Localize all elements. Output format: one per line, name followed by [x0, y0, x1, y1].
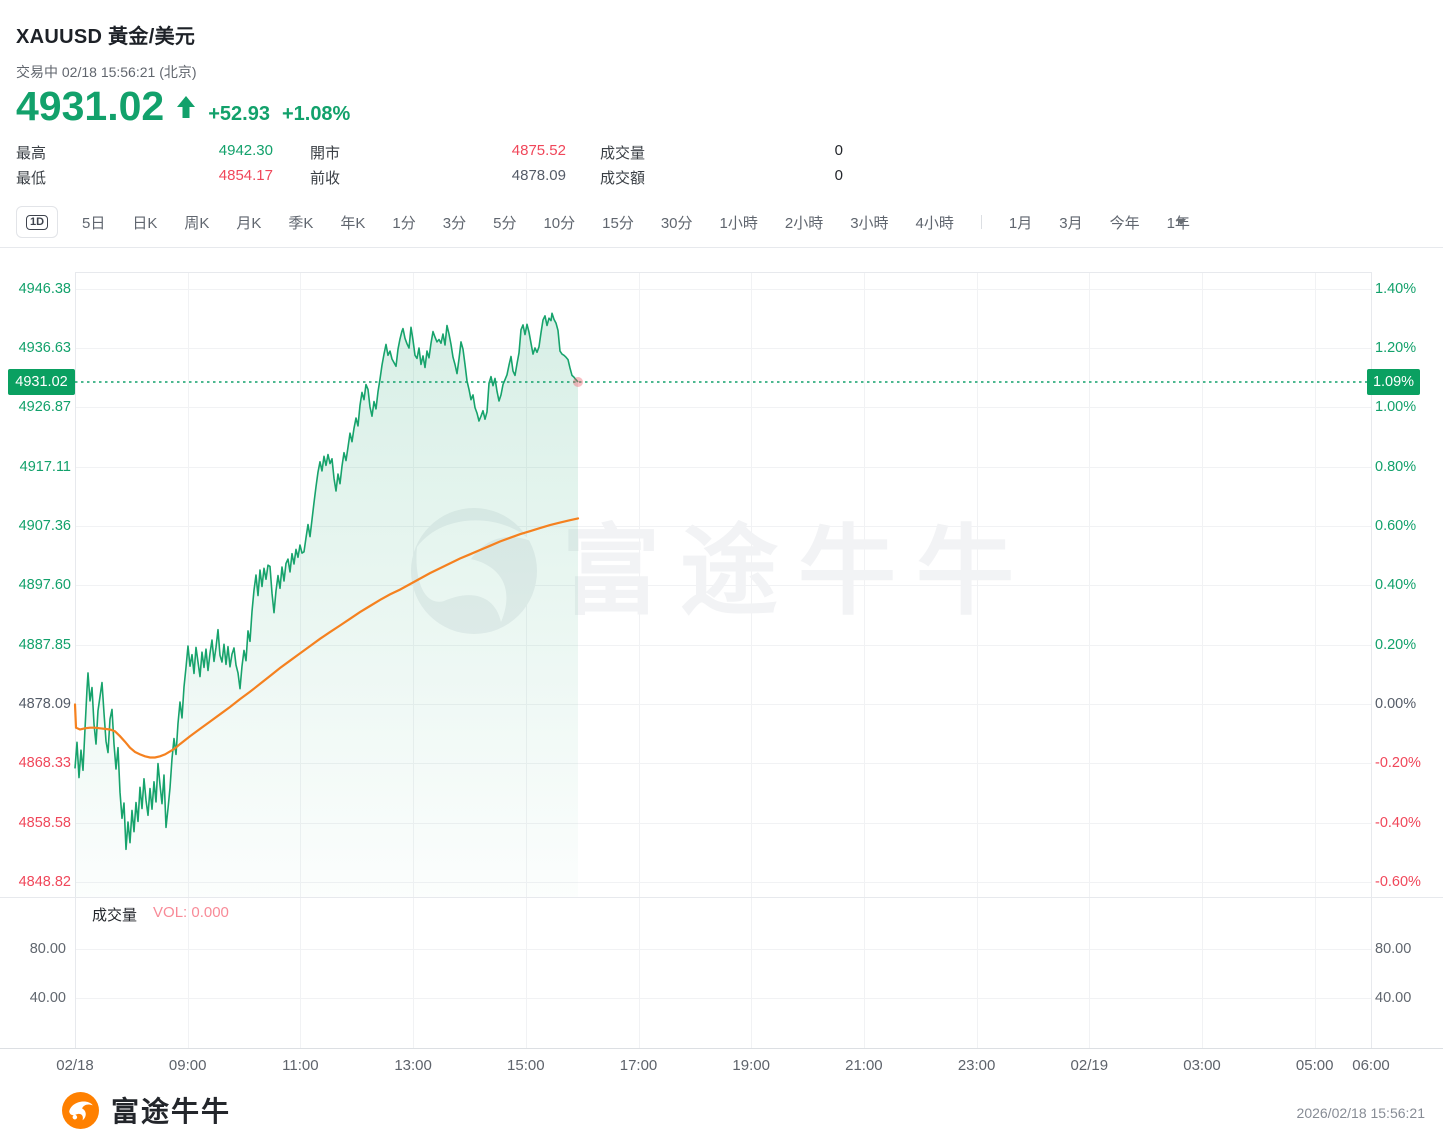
tab-5日[interactable]: 5日 [82, 214, 106, 232]
gridline-v [413, 272, 415, 1048]
price-row: 4931.02 +52.93 +1.08% [16, 86, 350, 127]
tab-周K[interactable]: 周K [184, 214, 210, 232]
gridline-h [75, 525, 1371, 527]
plot-top-border [75, 272, 1371, 273]
gridline-v [638, 272, 640, 1048]
stat-label: 最低 [16, 170, 47, 187]
tab-今年[interactable]: 今年 [1109, 214, 1140, 232]
futu-bull-logo-icon [62, 1091, 99, 1129]
tab-3小時[interactable]: 3小時 [850, 214, 889, 232]
tab-年K[interactable]: 年K [340, 214, 366, 232]
gridline-h [75, 407, 1371, 409]
page-title: XAUUSD 黃金/美元 [16, 26, 196, 48]
chart-type-button[interactable]: 1D [16, 206, 58, 238]
stat-label: 開市 [310, 145, 341, 162]
trading-status: 交易中 02/18 15:56:21 (北京) [16, 64, 197, 80]
gridline-h [75, 948, 1371, 950]
interval-toolbar: 1D 5日 日K 周K 月K 季K 年K 1分 3分 5分 10分 15分 30分 1小時 2小時 3小時 4… [16, 204, 1190, 240]
tab-4小時[interactable]: 4小時 [915, 214, 954, 232]
stat-label: 成交額 [600, 170, 646, 187]
gridline-v [1202, 272, 1203, 1048]
stat-label: 前收 [310, 170, 341, 187]
price-change-pct: +1.08% [281, 103, 351, 125]
gridline-v [751, 272, 753, 1048]
tab-2小時[interactable]: 2小時 [784, 214, 824, 232]
gridline-v [187, 272, 189, 1048]
tab-3月[interactable]: 3月 [1059, 214, 1083, 232]
brand-footer: 富途牛牛 [62, 1090, 231, 1130]
gridline-h [75, 288, 1371, 290]
tab-1月[interactable]: 1月 [1008, 214, 1033, 232]
gridline-v [1314, 272, 1316, 1048]
tab-15分[interactable]: 15分 [602, 214, 634, 232]
tab-30分[interactable]: 30分 [660, 214, 693, 232]
footer-timestamp: 2026/02/18 15:56:21 [1296, 1105, 1425, 1121]
volume-value: VOL: 0.000 [153, 904, 229, 921]
tab-10分[interactable]: 10分 [543, 214, 576, 232]
tab-季K[interactable]: 季K [288, 214, 314, 232]
stat-value: 4878.09 [511, 167, 566, 184]
plot-left-border [75, 272, 76, 1048]
gridline-h [75, 585, 1371, 587]
gridline-h [75, 822, 1371, 824]
toolbar-divider [980, 215, 982, 229]
interval-tabs: 5日 日K 周K 月K 季K 年K 1分 3分 5分 10分 15分 30分 1小時 2小時 3小時 4小時 1… [82, 212, 1190, 233]
plot-right-border [1371, 272, 1372, 1048]
stat-label: 最高 [16, 145, 47, 162]
stat-value: 4854.17 [218, 167, 273, 184]
brand-name: 富途牛牛 [111, 1096, 232, 1127]
pane-separator [0, 897, 1443, 898]
gridline-h [75, 763, 1371, 765]
gridline-h [75, 466, 1371, 468]
gridline-h [75, 882, 1371, 884]
stat-label: 成交量 [600, 145, 646, 162]
tab-月K[interactable]: 月K [236, 214, 262, 232]
arrow-up-icon [176, 95, 196, 124]
stat-value: 0 [834, 167, 843, 184]
stat-value: 4875.52 [511, 142, 566, 159]
stat-value: 4942.30 [218, 142, 273, 159]
gridline-v [300, 272, 302, 1048]
gridline-v [1089, 272, 1091, 1048]
x-axis-line [0, 1048, 1443, 1049]
gridline-v [525, 272, 527, 1048]
stat-value: 0 [834, 142, 843, 159]
current-price-badge: 4931.02 [8, 369, 75, 395]
tab-3分[interactable]: 3分 [442, 214, 467, 232]
last-price: 4931.02 [16, 83, 165, 129]
tab-日K[interactable]: 日K [132, 214, 158, 232]
tab-1小時[interactable]: 1小時 [719, 214, 758, 232]
gridline-h [75, 704, 1371, 705]
price-change: +52.93 [208, 103, 270, 125]
gridline-h [75, 347, 1371, 349]
gridline-v [976, 272, 978, 1048]
gridline-v [863, 272, 865, 1048]
toolbar-separator [0, 247, 1443, 248]
chevron-down-icon[interactable] [1175, 219, 1186, 225]
chart-type-1d-icon: 1D [25, 214, 49, 230]
current-pct-badge: 1.09% [1367, 369, 1420, 395]
gridline-h [75, 644, 1371, 646]
volume-label: 成交量 [92, 907, 138, 924]
tab-1分[interactable]: 1分 [392, 214, 416, 232]
tab-5分[interactable]: 5分 [493, 214, 517, 232]
gridline-h [75, 998, 1371, 1000]
volume-header: 成交量 VOL: 0.000 [92, 904, 229, 925]
